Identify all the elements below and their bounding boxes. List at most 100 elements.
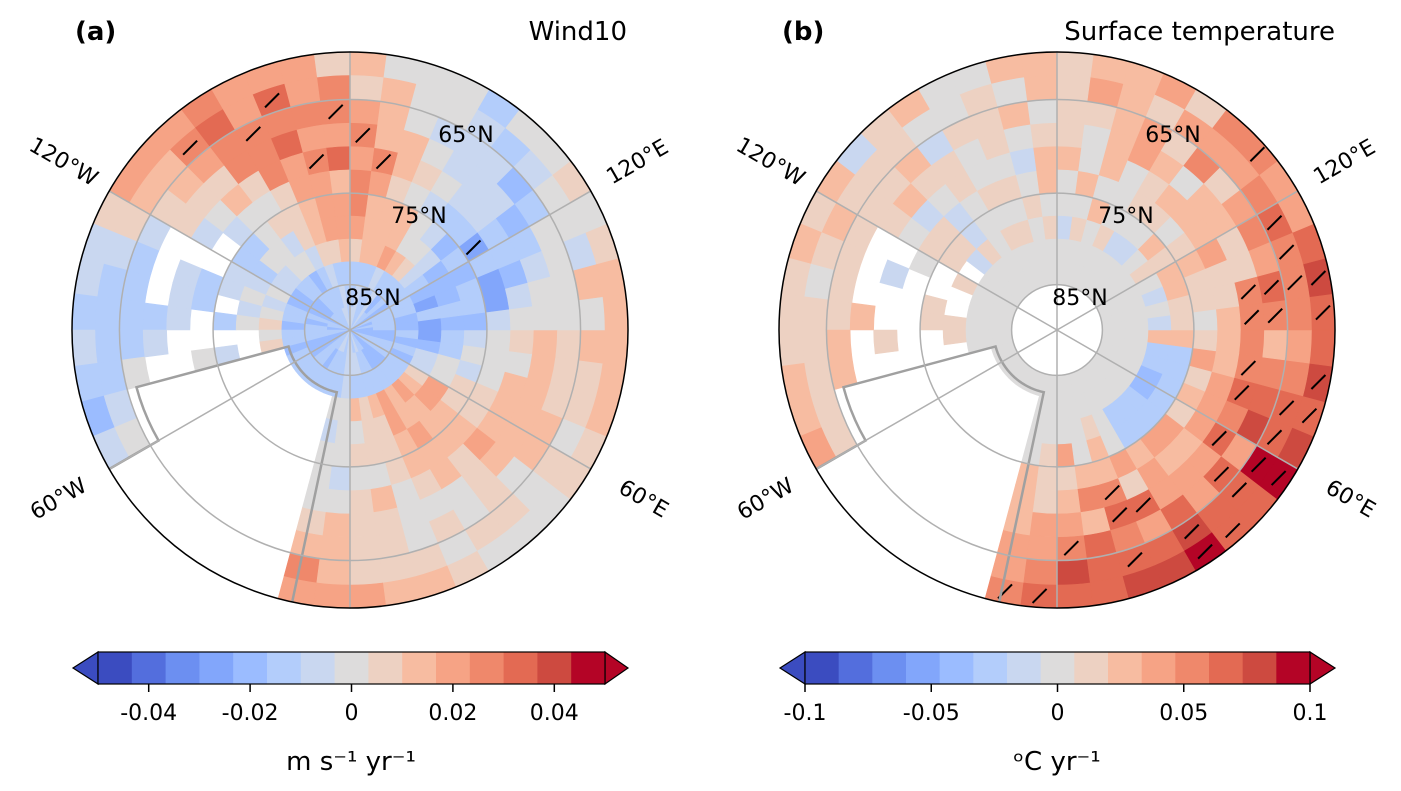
grid-cell: [310, 605, 351, 608]
lat-label-85: 85°N: [1052, 286, 1107, 311]
lat-label-85: 85°N: [345, 286, 400, 311]
lon-label-60w: 60°W: [26, 473, 91, 525]
significance-hatch: [308, 153, 325, 170]
grid-cell: [919, 311, 945, 331]
grid-cell: [1032, 488, 1058, 514]
grid-cell: [1023, 75, 1058, 102]
grid-cell: [1056, 511, 1085, 538]
significance-hatch: [1287, 274, 1303, 291]
grid-cell: [485, 329, 511, 352]
significance-hatch: [1197, 543, 1213, 560]
graticule-a: [108, 51, 592, 609]
grid-cell: [779, 293, 806, 331]
lat-label-65: 65°N: [1145, 123, 1200, 148]
colorbar-bin: [469, 652, 505, 684]
grid-cell: [873, 329, 899, 355]
meridian-line: [108, 190, 351, 331]
meridian-line: [815, 190, 1058, 331]
grid-cell: [1332, 290, 1335, 331]
lon-label-120e: 120°E: [603, 135, 673, 190]
meridian-line: [349, 190, 592, 331]
grid-cell: [119, 329, 146, 361]
significance-hatch: [1324, 415, 1335, 432]
grid-cell: [485, 308, 511, 331]
significance-hatch: [1063, 540, 1080, 556]
grid-cell: [349, 169, 372, 195]
grid-cell: [166, 305, 192, 331]
grid-cell: [1026, 534, 1058, 561]
colorbar-bin: [98, 652, 133, 684]
significance-hatch: [1267, 514, 1284, 530]
grid-cell: [508, 329, 534, 355]
colorbar-a-unit: m s⁻¹ yr⁻¹: [286, 747, 416, 777]
significance-hatch: [1069, 613, 1083, 627]
colorbar-bin: [233, 652, 268, 684]
colorbar-bin: [1242, 652, 1277, 684]
colorbar-bin: [1175, 652, 1210, 684]
grid-cell: [601, 329, 628, 367]
colorbar-tick-label: 0: [1051, 701, 1065, 726]
grid-cell: [1238, 329, 1265, 358]
grid-cell: [325, 146, 351, 172]
grid-cell: [554, 299, 581, 331]
grid-cell: [802, 296, 829, 331]
significance-hatch: [1112, 507, 1128, 523]
grid-cell: [1332, 329, 1335, 370]
grid-cell: [1056, 581, 1094, 608]
grid-cell: [1192, 308, 1218, 331]
significance-hatch: [1142, 597, 1159, 608]
grid-cell: [942, 329, 968, 346]
grid-cell: [578, 296, 605, 331]
lon-label-120w: 120°W: [25, 133, 102, 192]
meridian-line: [349, 329, 592, 470]
significance-hatch: [355, 127, 371, 144]
significance-hatch: [245, 126, 261, 142]
lon-label-120e: 120°E: [1310, 135, 1380, 190]
grid-cell: [349, 558, 384, 585]
grid-cell: [1056, 465, 1079, 491]
panel-a-title: Wind10: [529, 17, 627, 47]
grid-cell: [313, 581, 351, 608]
colorbar-bin: [402, 652, 437, 684]
grid-cell: [349, 488, 375, 514]
grid-cell: [1056, 122, 1085, 149]
lat-label-75: 75°N: [1098, 204, 1153, 229]
colorbar-bin: [1209, 652, 1244, 684]
grid-cell: [802, 329, 829, 364]
grid-cell: [349, 192, 369, 218]
grid-cell: [1261, 329, 1288, 361]
grid-cell: [349, 75, 384, 102]
significance-hatch: [1249, 146, 1266, 162]
colorbar-bin: [1040, 652, 1075, 684]
grid-cell: [849, 302, 876, 331]
colorbar-tick-label: 0: [345, 701, 359, 726]
grid-cell: [142, 302, 169, 331]
colorbar-bin: [165, 652, 200, 684]
grid-cell: [72, 329, 75, 370]
colorbar-bin: [1141, 652, 1176, 684]
significance-hatch: [1240, 284, 1257, 300]
grid-cell: [625, 290, 628, 331]
significance-hatch: [1250, 457, 1267, 473]
colorbar-bin: [1074, 652, 1109, 684]
grid-cell: [826, 329, 853, 361]
grid-cell: [1041, 419, 1058, 445]
significance-hatch: [1263, 279, 1280, 296]
colorbar-bin: [436, 652, 471, 684]
grid-cell: [349, 581, 387, 608]
significance-hatch: [180, 80, 197, 96]
significance-hatch: [1177, 583, 1194, 599]
significance-hatch: [1291, 483, 1307, 500]
grid-cell: [349, 52, 390, 55]
grid-cell: [1026, 99, 1058, 126]
grid-cell: [1146, 329, 1172, 346]
panel-b-title: Surface temperature: [1064, 17, 1335, 47]
colorbar-bin: [1108, 652, 1143, 684]
colorbar-bin: [199, 652, 234, 684]
colorbar-bin: [300, 652, 336, 684]
grid-cell: [1056, 52, 1094, 79]
grid-cell: [310, 52, 351, 55]
colorbar-b-unit: ᵒC yr⁻¹: [1013, 747, 1100, 777]
significance-hatch: [1243, 309, 1260, 325]
significance-hatch: [213, 61, 230, 77]
